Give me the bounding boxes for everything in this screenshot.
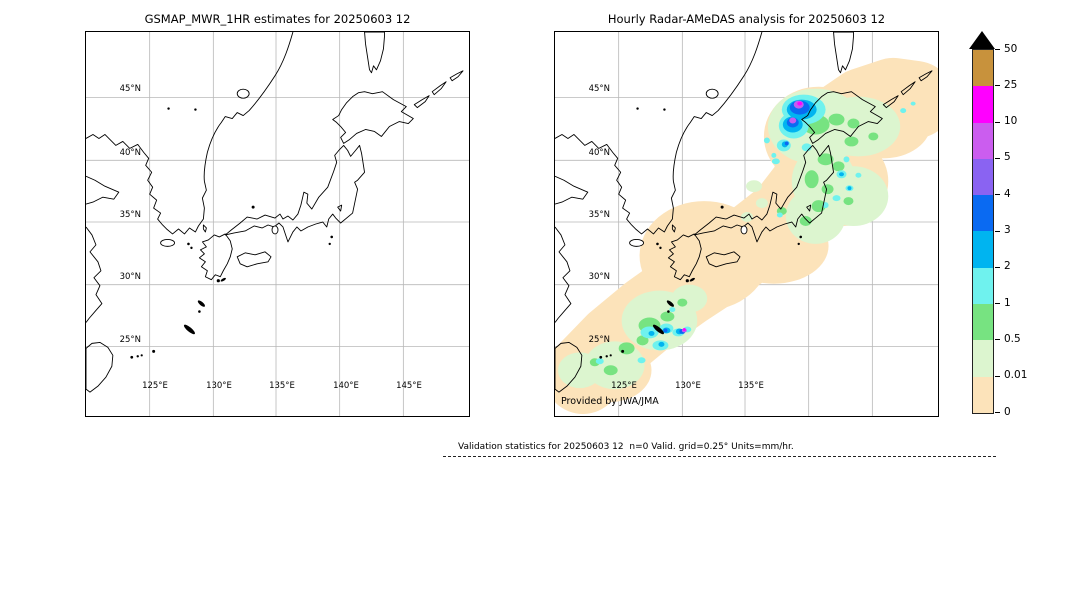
data-credit: Provided by JWA/JMA bbox=[561, 396, 659, 407]
lat-label: 30°N bbox=[588, 272, 610, 282]
lon-label: 145°E bbox=[396, 381, 422, 391]
colorbar-tick-mark bbox=[995, 49, 1000, 50]
lat-label: 25°N bbox=[119, 335, 141, 345]
lon-label: 130°E bbox=[206, 381, 232, 391]
precip-colorbar: 50 25 10 5 4 3 2 1 0.5 0.01 0 bbox=[969, 31, 1079, 431]
colorbar-tick-label: 0.5 bbox=[1004, 332, 1021, 345]
colorbar-tick-label: 10 bbox=[1004, 115, 1018, 128]
right-map-title: Hourly Radar-AMeDAS analysis for 2025060… bbox=[607, 12, 886, 26]
colorbar-tick-mark bbox=[995, 375, 1000, 377]
colorbar-tick-mark bbox=[995, 121, 1000, 123]
colorbar-tick-label: 50 bbox=[1004, 42, 1018, 55]
colorbar-tick-mark bbox=[995, 157, 1000, 159]
colorbar-segment-3 bbox=[973, 158, 993, 196]
colorbar-tick-label: 2 bbox=[1004, 260, 1011, 273]
colorbar-tick-label: 0 bbox=[1004, 405, 1011, 418]
lat-label: 25°N bbox=[588, 335, 610, 345]
colorbar-tick-label: 5 bbox=[1004, 151, 1011, 164]
lat-label: 45°N bbox=[588, 84, 610, 94]
left-map-svg bbox=[86, 32, 469, 416]
colorbar-overflow-triangle bbox=[969, 31, 995, 49]
right-map-svg bbox=[555, 32, 938, 416]
colorbar-tick-label: 0.01 bbox=[1004, 369, 1028, 382]
colorbar-tick-mark bbox=[995, 194, 1000, 196]
validation-statistics-text: Validation statistics for 20250603 12 n=… bbox=[458, 442, 794, 452]
colorbar-segment-8 bbox=[973, 340, 993, 377]
colorbar-segment-4 bbox=[973, 195, 993, 232]
colorbar-tick-label: 4 bbox=[1004, 187, 1011, 200]
colorbar-tick-label: 1 bbox=[1004, 296, 1011, 309]
colorbar-tick-mark bbox=[995, 303, 1000, 305]
colorbar-tick-mark bbox=[995, 230, 1000, 232]
colorbar-ticks: 50 25 10 5 4 3 2 1 0.5 0.01 0 bbox=[969, 43, 1079, 418]
lon-label: 135°E bbox=[269, 381, 295, 391]
left-map-title: GSMAP_MWR_1HR estimates for 20250603 12 bbox=[144, 12, 411, 26]
lon-label: 140°E bbox=[333, 381, 359, 391]
colorbar-tick-label: 3 bbox=[1004, 224, 1011, 236]
dashed-rule bbox=[443, 456, 996, 457]
lon-label: 135°E bbox=[738, 381, 764, 391]
colorbar-segment-7 bbox=[973, 304, 993, 341]
colorbar-tick-mark bbox=[995, 85, 1000, 87]
colorbar-tick-label: 25 bbox=[1004, 78, 1018, 91]
lon-label: 130°E bbox=[675, 381, 701, 391]
lon-label: 125°E bbox=[611, 381, 637, 391]
lat-label: 35°N bbox=[119, 210, 141, 220]
lat-label: 40°N bbox=[588, 148, 610, 158]
colorbar-segment-0 bbox=[973, 50, 993, 87]
right-map-panel: 45°N 40°N 35°N 30°N 25°N 125°E 130°E 135… bbox=[554, 31, 939, 417]
lat-label: 45°N bbox=[119, 84, 141, 94]
colorbar-tick-mark bbox=[995, 339, 1000, 341]
colorbar-segment-1 bbox=[973, 86, 993, 123]
lat-label: 40°N bbox=[119, 148, 141, 158]
colorbar-tick-mark bbox=[995, 266, 1000, 268]
lat-label: 30°N bbox=[119, 272, 141, 282]
left-map-panel: 45°N 40°N 35°N 30°N 25°N 125°E 130°E 135… bbox=[85, 31, 470, 417]
colorbar-segment-6 bbox=[973, 267, 993, 305]
colorbar-segment-9 bbox=[973, 376, 993, 413]
lon-label: 125°E bbox=[142, 381, 168, 391]
colorbar-tick-mark bbox=[995, 412, 1000, 413]
colorbar-bar bbox=[972, 49, 994, 414]
colorbar-segment-5 bbox=[973, 231, 993, 268]
lat-label: 35°N bbox=[588, 210, 610, 220]
colorbar-segment-2 bbox=[973, 122, 993, 159]
